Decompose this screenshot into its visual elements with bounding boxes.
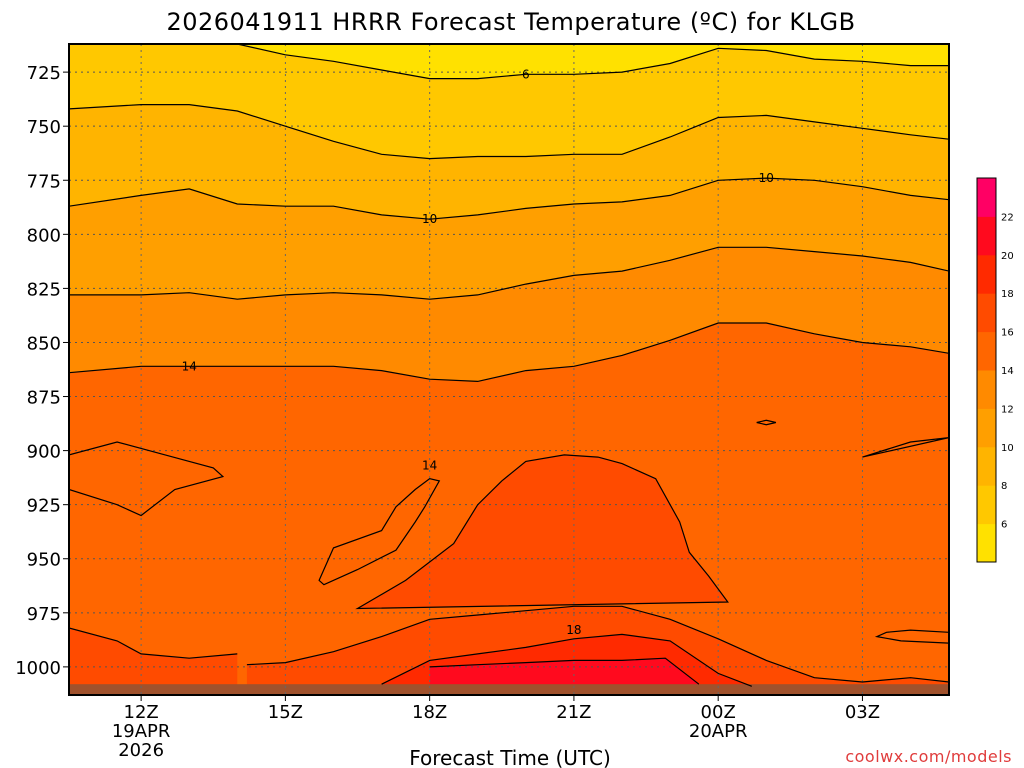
terrain-band	[69, 684, 949, 695]
contour-labels: 6 10 10 14 14 18	[182, 67, 774, 637]
colorbar-label-22: 22	[1001, 212, 1014, 223]
y-axis-ticks: 725 750 775 800 825 850 875 900 925 950 975 1000	[15, 63, 69, 679]
colorbar-swatch-8	[977, 446, 996, 486]
contour-label-14: 14	[422, 459, 437, 473]
colorbar-label-20: 20	[1001, 251, 1014, 262]
ytick-label-800: 800	[27, 225, 61, 246]
closed-isotherm-14	[874, 629, 949, 644]
colorbar-swatch-16	[977, 293, 996, 333]
isotherm-contours	[69, 44, 949, 687]
contour-label-6: 6	[522, 67, 530, 81]
ytick-label-775: 775	[27, 171, 61, 192]
ytick-label-900: 900	[27, 442, 61, 463]
isotherm-16	[246, 605, 949, 683]
pocket-14C	[876, 630, 949, 644]
xtick-date-12Z: 19APR	[112, 721, 171, 742]
region-16C	[69, 628, 238, 695]
xtick-date-00Z: 20APR	[689, 721, 748, 742]
xtick-label-18Z: 18Z	[412, 702, 447, 723]
xtick-label-15Z: 15Z	[268, 702, 303, 723]
xtick-label-12Z: 12Z	[124, 702, 159, 723]
colorbar-swatch-10	[977, 408, 996, 448]
isotherm-8	[69, 103, 949, 160]
colorbar-swatch-14	[977, 331, 996, 371]
ytick-label-925: 925	[27, 496, 61, 517]
isotherm-18	[381, 633, 753, 687]
colorbar-swatch-22	[977, 178, 996, 217]
colorbar-swatch-18	[977, 254, 996, 294]
xtick-label-03Z: 03Z	[845, 702, 880, 723]
isotherm-12	[69, 246, 949, 300]
colorbar-frame	[976, 177, 997, 563]
credit-text: coolwx.com/models	[845, 747, 1012, 766]
isotherm-6	[69, 44, 949, 80]
plot-area: 6 10 10 14 14 18	[69, 44, 949, 695]
contour-label-14: 14	[182, 359, 197, 373]
x-axis-label: Forecast Time (UTC)	[409, 746, 611, 768]
closed-isotherm-14	[69, 441, 225, 517]
ytick-label-750: 750	[27, 117, 61, 138]
contour-label-10: 10	[422, 212, 437, 226]
plot-frame	[68, 43, 950, 696]
terrain-fill	[69, 684, 949, 695]
colorbar-label-18: 18	[1001, 289, 1014, 300]
closed-isotherm-16	[355, 454, 729, 610]
colorbar-swatch-12	[977, 370, 996, 409]
colorbar-label-16: 16	[1001, 328, 1014, 339]
closed-isotherm-14	[862, 437, 949, 458]
closed-isotherm-14	[318, 478, 441, 586]
colorbar-swatch-4	[977, 523, 996, 563]
ytick-label-875: 875	[27, 388, 61, 409]
colorbar-label-6: 6	[1001, 520, 1007, 531]
colorbar-label-8: 8	[1001, 481, 1007, 492]
ytick-label-850: 850	[27, 333, 61, 354]
ytick-label-950: 950	[27, 550, 61, 571]
temperature-fills	[69, 44, 949, 695]
colorbar-label-12: 12	[1001, 404, 1014, 415]
contour-label-18: 18	[566, 623, 581, 637]
ytick-label-975: 975	[27, 604, 61, 625]
chart-title: 2026041911 HRRR Forecast Temperature (ºC…	[166, 8, 855, 36]
colorbar: 6 8 10 12 14 16 18 20 22	[976, 177, 1014, 563]
colorbar-label-14: 14	[1001, 366, 1014, 377]
xtick-label-21Z: 21Z	[556, 702, 591, 723]
ytick-label-825: 825	[27, 279, 61, 300]
isotherm-20	[429, 657, 700, 685]
colorbar-label-10: 10	[1001, 443, 1014, 454]
ytick-label-725: 725	[27, 63, 61, 84]
isotherm-10	[69, 177, 949, 220]
colorbar-swatch-6	[977, 485, 996, 525]
pocket-16C	[357, 454, 728, 609]
ytick-label-1000: 1000	[15, 658, 61, 679]
isotherm-14	[69, 322, 949, 383]
closed-isotherm-14	[756, 419, 777, 426]
isotherm-16	[69, 627, 238, 659]
colorbar-swatch-20	[977, 216, 996, 256]
contour-label-10: 10	[759, 171, 774, 185]
xtick-label-00Z: 00Z	[701, 702, 736, 723]
xtick-year-12Z: 2026	[118, 740, 164, 761]
